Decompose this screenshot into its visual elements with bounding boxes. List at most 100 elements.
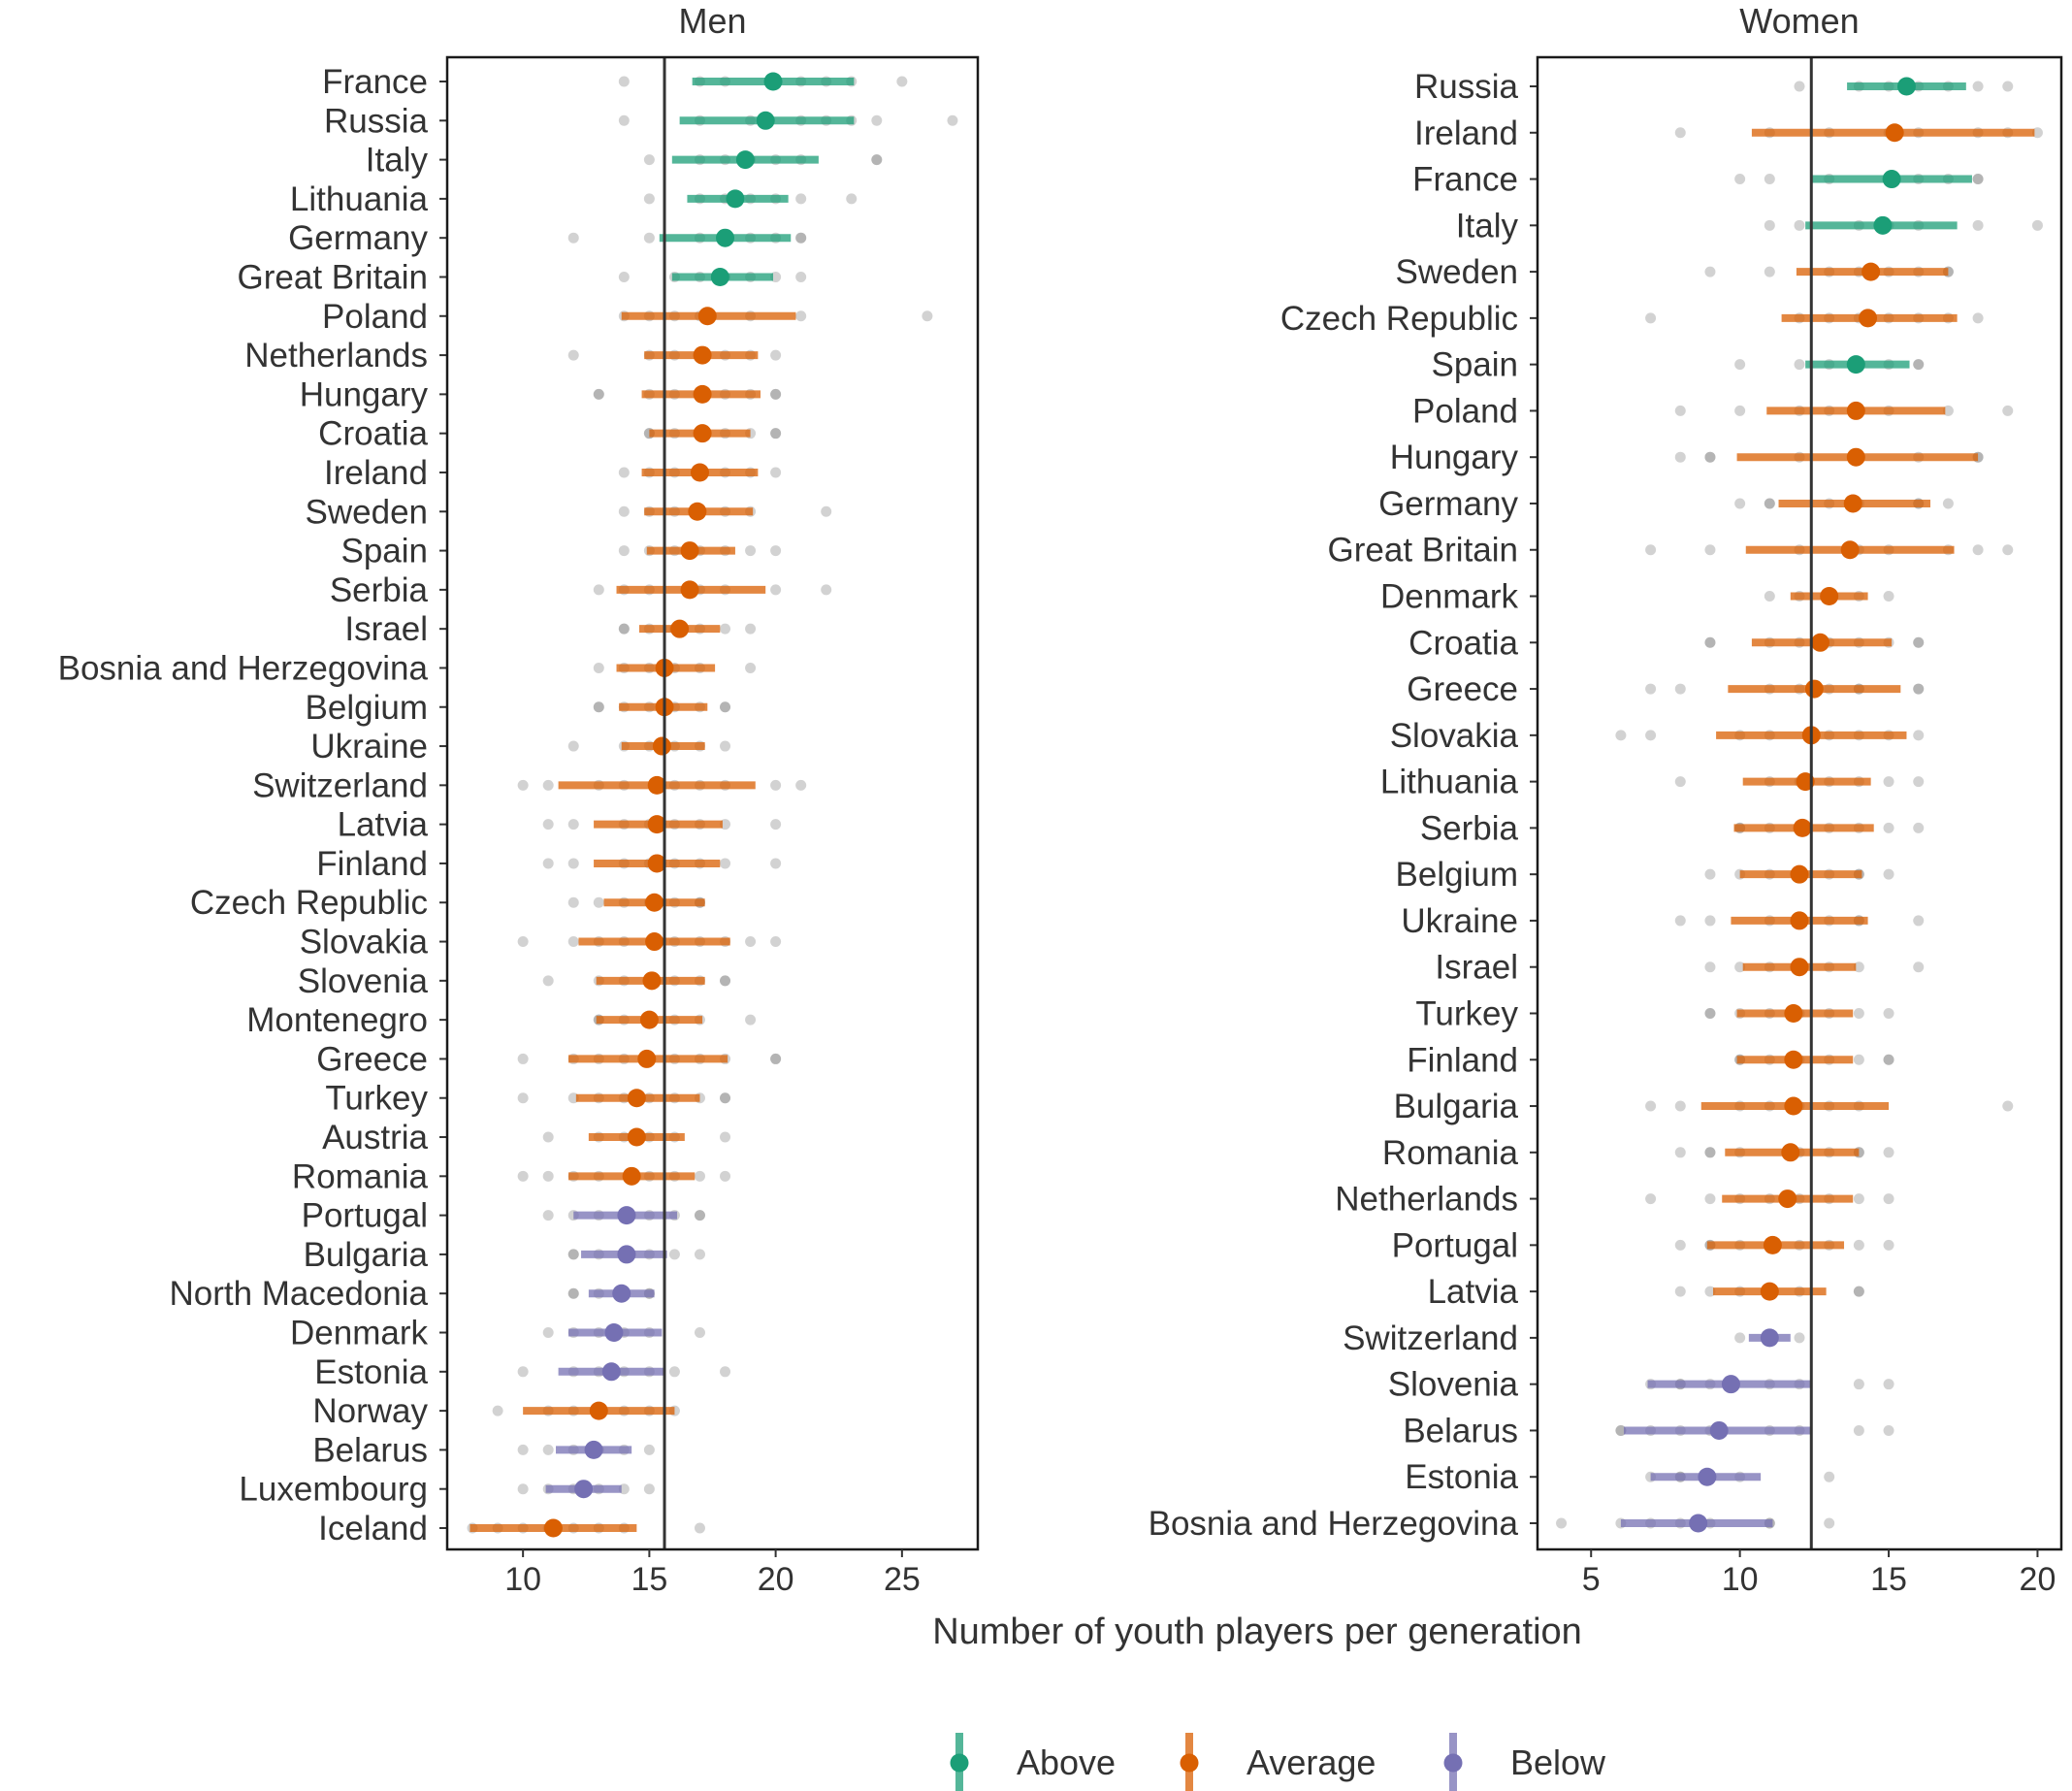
mean-point-italy [1873, 215, 1893, 235]
mean-point-spain [1846, 355, 1865, 374]
mean-point-serbia [1793, 818, 1812, 837]
observation-point [1883, 591, 1894, 602]
country-label-finland: Finland [316, 845, 428, 883]
row-slovakia: Slovakia [1390, 717, 1925, 755]
observation-point [770, 428, 782, 440]
x-tick-label: 10 [504, 1561, 541, 1598]
mean-point-estonia [601, 1362, 621, 1382]
x-tick-label: 15 [1870, 1561, 1907, 1598]
observation-point [1942, 498, 1954, 509]
observation-point [1615, 730, 1627, 741]
row-belarus: Belarus [312, 1431, 655, 1469]
observation-point [1794, 1332, 1805, 1344]
row-portugal: Portugal [302, 1197, 705, 1235]
mean-point-ireland [690, 463, 709, 482]
row-lithuania: Lithuania [1380, 764, 1925, 801]
observation-point [720, 975, 731, 987]
observation-point [720, 1131, 731, 1143]
mean-point-israel [1790, 958, 1809, 977]
country-label-switzerland: Switzerland [252, 766, 428, 804]
observation-point [770, 467, 782, 478]
observation-point [1883, 1424, 1894, 1436]
observation-point [542, 1327, 554, 1339]
observation-point [720, 740, 731, 752]
row-ireland: Ireland [1414, 114, 2043, 152]
x-tick-label: 5 [1582, 1561, 1601, 1598]
legend-item-above: Above [950, 1733, 1116, 1791]
mean-point-slovenia [1721, 1375, 1740, 1394]
country-label-norway: Norway [312, 1392, 428, 1430]
country-label-belgium: Belgium [306, 689, 428, 727]
observation-point [1704, 1007, 1716, 1019]
observation-point [795, 193, 807, 205]
row-netherlands: Netherlands [1335, 1181, 1894, 1219]
observation-point [1704, 636, 1716, 648]
observation-point [1913, 730, 1925, 741]
country-label-hungary: Hungary [1390, 439, 1519, 476]
country-label-finland: Finland [1407, 1041, 1518, 1079]
mean-point-iceland [543, 1518, 563, 1538]
row-germany: Germany [1378, 485, 1954, 523]
observation-point [720, 1366, 731, 1378]
mean-point-hungary [693, 384, 712, 404]
country-label-montenegro: Montenegro [246, 1001, 428, 1039]
observation-point [1883, 822, 1894, 833]
country-label-estonia: Estonia [1405, 1458, 1518, 1496]
observation-point [770, 858, 782, 869]
row-italy: Italy [366, 142, 883, 179]
observation-point [1734, 498, 1746, 509]
observation-point [542, 1170, 554, 1182]
mean-point-russia [756, 111, 775, 130]
row-finland: Finland [316, 845, 782, 883]
country-label-greece: Greece [316, 1040, 428, 1078]
observation-point [1853, 1424, 1864, 1436]
observation-point [745, 936, 757, 948]
observation-point [542, 1210, 554, 1221]
row-france: France [1412, 161, 1984, 199]
observation-point [720, 701, 731, 713]
country-label-great-britain: Great Britain [1328, 532, 1518, 570]
observation-point [1704, 1193, 1716, 1205]
mean-point-sweden [688, 502, 707, 521]
country-label-sweden: Sweden [1396, 253, 1518, 291]
observation-point [1913, 915, 1925, 927]
country-label-serbia: Serbia [330, 571, 429, 609]
observation-point [720, 623, 731, 635]
country-label-netherlands: Netherlands [1335, 1181, 1518, 1219]
country-label-romania: Romania [1382, 1134, 1519, 1172]
legend-label-above: Above [1017, 1742, 1116, 1782]
country-label-italy: Italy [1456, 207, 1519, 244]
country-label-croatia: Croatia [1408, 624, 1518, 662]
panel-men: Men FranceRussiaItalyLithuaniaGermanyGrea… [58, 1, 980, 1598]
observation-point [593, 896, 604, 908]
row-israel: Israel [1435, 949, 1925, 987]
row-latvia: Latvia [1428, 1273, 1864, 1311]
mean-point-ukraine [1790, 911, 1809, 930]
mean-point-portugal [617, 1206, 636, 1225]
country-label-italy: Italy [366, 142, 429, 179]
observation-point [618, 271, 630, 282]
mean-point-turkey [1784, 1003, 1803, 1023]
observation-point [1853, 1239, 1864, 1251]
observation-point [1913, 636, 1925, 648]
mean-point-turkey [627, 1089, 646, 1108]
observation-point [922, 310, 933, 322]
observation-point [1972, 219, 1984, 231]
observation-point [2002, 81, 2014, 92]
mean-point-latvia [1760, 1282, 1779, 1301]
observation-point [795, 310, 807, 322]
mean-point-bulgaria [1784, 1096, 1803, 1116]
observation-point [542, 819, 554, 830]
row-ukraine: Ukraine [310, 728, 731, 765]
row-denmark: Denmark [1380, 578, 1894, 616]
observation-point [694, 1522, 705, 1534]
observation-point [720, 1092, 731, 1104]
observation-point [1674, 405, 1686, 416]
observation-point [694, 1170, 705, 1182]
observation-point [1556, 1517, 1568, 1529]
observation-point [593, 701, 604, 713]
row-greece: Greece [1407, 670, 1925, 708]
x-tick-label: 10 [1722, 1561, 1759, 1598]
row-ireland: Ireland [324, 454, 782, 492]
observation-point [795, 271, 807, 282]
